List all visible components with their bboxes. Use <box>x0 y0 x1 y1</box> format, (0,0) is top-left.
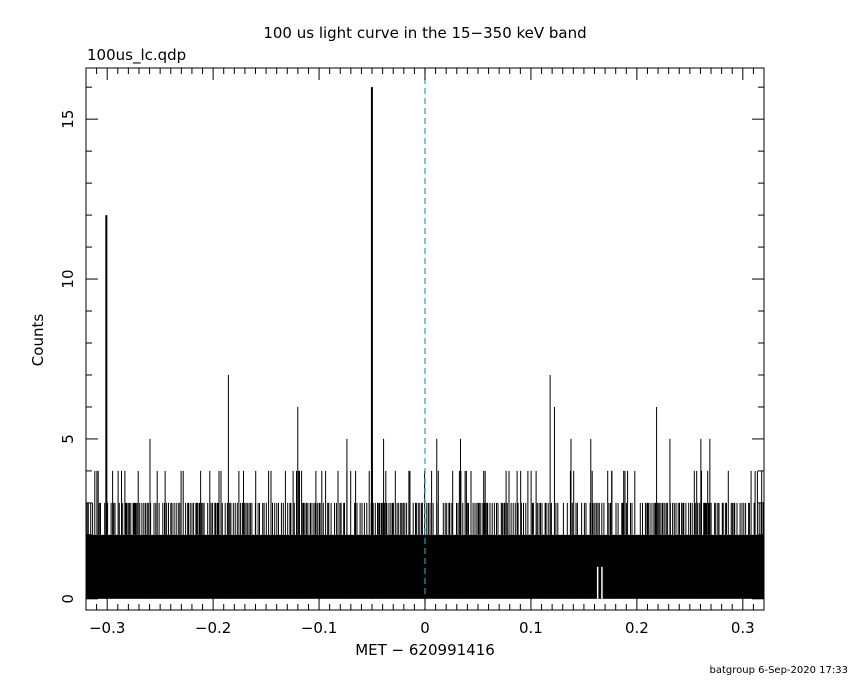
noise-bins <box>86 470 765 535</box>
axis-ticks <box>85 68 765 610</box>
y-tick-label: 0 <box>59 594 77 604</box>
y-tick-label: 15 <box>59 110 77 129</box>
footer-credit: batgroup 6-Sep-2020 17:33 <box>710 665 849 676</box>
chart-subtitle: 100us_lc.qdp <box>87 46 186 65</box>
tick-labels: −0.3 −0.2 −0.1 0 0.1 0.2 0.3 0 5 10 15 <box>59 110 755 637</box>
y-axis-label: Counts <box>29 314 47 367</box>
x-tick-label: 0.1 <box>519 619 543 637</box>
x-tick-label: −0.3 <box>89 619 125 637</box>
y-tick-label: 5 <box>59 434 77 444</box>
y-tick-label: 10 <box>59 269 77 288</box>
plot-frame <box>85 67 765 611</box>
x-tick-label: 0.2 <box>625 619 649 637</box>
x-tick-label: −0.1 <box>301 619 337 637</box>
x-tick-label: −0.2 <box>195 619 231 637</box>
x-tick-label: 0 <box>420 619 430 637</box>
x-axis-label: MET − 620991416 <box>355 641 495 659</box>
x-tick-label: 0.3 <box>731 619 755 637</box>
chart-title: 100 us light curve in the 15−350 keV ban… <box>263 24 586 42</box>
